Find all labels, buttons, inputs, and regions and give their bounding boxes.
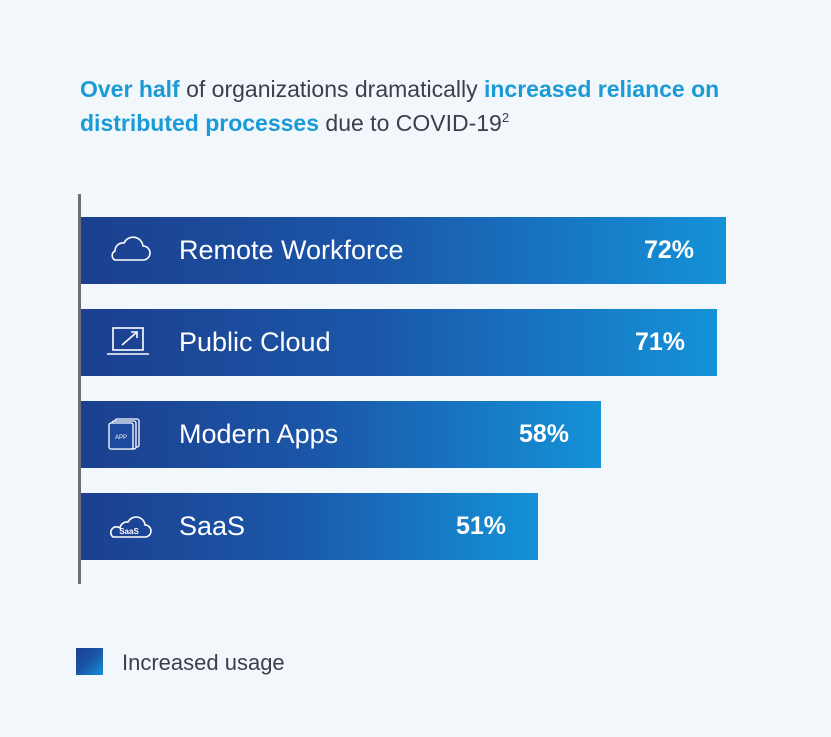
bar-label: SaaS (179, 511, 246, 541)
bar-remote-workforce: Remote Workforce 72% (81, 217, 726, 284)
bar-label: Remote Workforce (179, 235, 404, 265)
saas-cloud-icon: SaaS (103, 510, 153, 542)
title-text-1: of organizations dramatically (179, 76, 484, 102)
title-highlight-2: increased reliance on distributed proces… (80, 76, 720, 136)
bar-label: Modern Apps (179, 419, 339, 449)
bar-value-label: 51% (455, 512, 506, 540)
bar-value-label: 58% (518, 420, 569, 448)
title-footnote-marker: 2 (501, 110, 510, 125)
laptop-icon (103, 326, 153, 358)
svg-text:APP: APP (115, 435, 127, 441)
title-highlight-1: Over half (80, 76, 180, 102)
bar-public-cloud: Public Cloud 71% (81, 309, 717, 376)
svg-text:SaaS: SaaS (119, 527, 139, 536)
bar-value-label: 71% (634, 328, 685, 356)
bar-value-label: 72% (643, 236, 694, 264)
y-axis-line (78, 194, 81, 584)
bar-label: Public Cloud (179, 327, 331, 357)
cloud-icon (103, 234, 153, 266)
chart-title: Over half of organizations dramatically … (80, 72, 780, 140)
legend-swatch (76, 648, 103, 675)
title-text-2: due to COVID-19 (319, 110, 502, 136)
app-stack-icon: APP (103, 418, 153, 450)
legend-label: Increased usage (122, 650, 285, 675)
bar-saas: SaaS SaaS 51% (81, 493, 538, 560)
bar-modern-apps: APP Modern Apps 58% (81, 401, 601, 468)
